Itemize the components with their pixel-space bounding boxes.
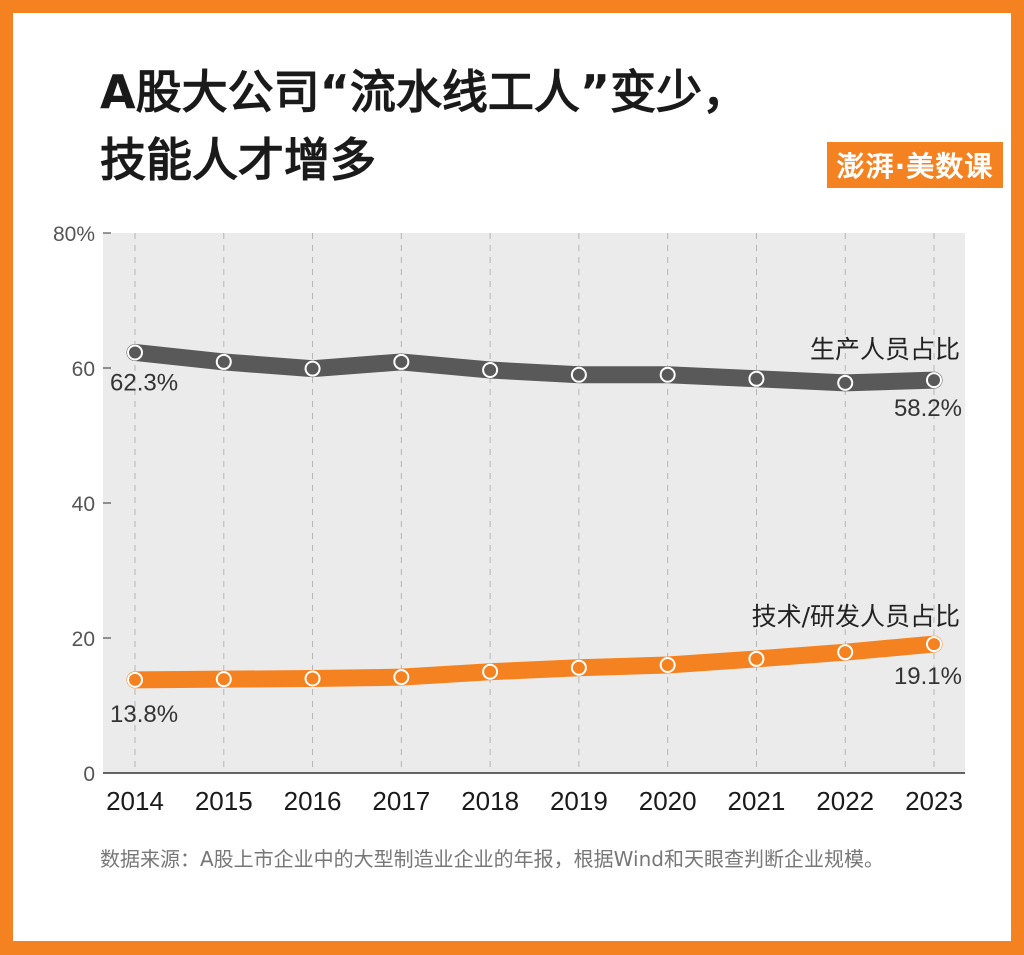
- title-line-2: 技能人才增多: [100, 133, 376, 187]
- data-point: [837, 374, 854, 391]
- data-point: [482, 362, 499, 379]
- plot-area: [103, 233, 965, 773]
- data-point: [570, 366, 587, 383]
- first-value-label: 62.3%: [110, 369, 178, 396]
- chart-title: A股大公司“流水线工人”变少， 技能人才增多: [100, 58, 748, 194]
- data-point: [482, 663, 499, 680]
- data-point: [748, 650, 765, 667]
- data-point: [304, 360, 321, 377]
- x-tick-label: 2019: [550, 786, 608, 816]
- first-value-label: 13.8%: [110, 701, 178, 728]
- x-tick-label: 2020: [639, 786, 697, 816]
- data-point: [748, 370, 765, 387]
- x-tick-label: 2016: [284, 786, 342, 816]
- x-tick-label: 2022: [816, 786, 874, 816]
- data-point: [304, 670, 321, 687]
- data-point: [659, 366, 676, 383]
- data-point: [127, 344, 143, 361]
- series-label: 技术/研发人员占比: [752, 602, 960, 631]
- y-tick-label: 80%: [53, 223, 95, 246]
- x-tick-label: 2014: [106, 786, 164, 816]
- data-point: [570, 659, 587, 676]
- data-point: [127, 671, 143, 688]
- x-tick-label: 2021: [728, 786, 786, 816]
- data-point: [926, 372, 942, 389]
- x-tick-label: 2018: [461, 786, 519, 816]
- last-value-label: 19.1%: [894, 663, 962, 690]
- series-line-0: [126, 343, 943, 392]
- series-line-1: [126, 635, 943, 689]
- x-tick-label: 2023: [905, 786, 963, 816]
- data-point: [393, 353, 410, 370]
- y-tick-label: 40: [72, 493, 95, 516]
- y-tick-label: 20: [72, 628, 95, 651]
- last-value-label: 58.2%: [894, 395, 962, 422]
- data-point: [926, 636, 942, 653]
- data-point: [215, 353, 232, 370]
- source-note: 数据来源：A股上市企业中的大型制造业企业的年报，根据Wind和天眼查判断企业规模…: [100, 847, 884, 871]
- data-point: [837, 644, 854, 661]
- series-label: 生产人员占比: [810, 335, 960, 364]
- data-point: [215, 671, 232, 688]
- y-tick-label: 0: [83, 763, 95, 786]
- data-point: [393, 669, 410, 686]
- x-tick-label: 2015: [195, 786, 253, 816]
- brand-logo: 澎湃·美数课: [827, 142, 1003, 188]
- x-tick-label: 2017: [372, 786, 430, 816]
- data-point: [659, 657, 676, 673]
- y-tick-label: 60: [72, 358, 95, 381]
- title-line-1: A股大公司“流水线工人”变少，: [100, 65, 749, 119]
